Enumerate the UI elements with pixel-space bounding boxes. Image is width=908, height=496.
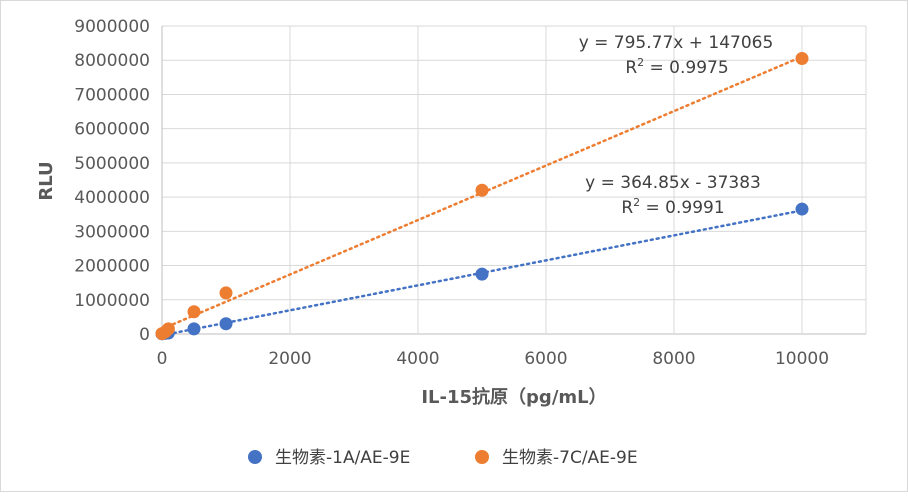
trendline-annotation-blue: y = 364.85x - 37383 R2 = 0.9991	[585, 173, 761, 218]
y-tick-label: 0	[139, 325, 150, 345]
data-point-series-1[interactable]	[187, 322, 201, 336]
x-axis-title: IL-15抗原（pg/mL）	[421, 386, 606, 408]
data-point-series-2[interactable]	[795, 52, 809, 66]
legend-item-series-2[interactable]: 生物素-7C/AE-9E	[475, 448, 638, 468]
r2-superscript-blue: 2	[633, 196, 640, 209]
grid-layer	[161, 25, 867, 335]
x-tick-label: 8000	[652, 349, 695, 369]
legend-marker-series-1	[248, 450, 262, 464]
x-tick-label: 6000	[524, 349, 567, 369]
r2-prefix-blue: R	[621, 198, 633, 218]
r2-superscript-orange: 2	[637, 56, 644, 69]
legend-label-series-2: 生物素-7C/AE-9E	[502, 448, 638, 468]
trendline-equation-blue: y = 364.85x - 37383	[585, 173, 761, 193]
x-tick-label: 0	[157, 349, 168, 369]
y-tick-label: 8000000	[74, 51, 150, 71]
x-tick-label: 2000	[268, 349, 311, 369]
data-point-series-2[interactable]	[161, 322, 175, 336]
data-point-series-1[interactable]	[219, 317, 233, 331]
data-point-series-1[interactable]	[475, 267, 489, 281]
data-point-series-2[interactable]	[219, 286, 233, 300]
tick-label-layer: 0 1000000 2000000 3000000 4000000 5000000 6000…	[74, 17, 829, 369]
x-tick-label: 4000	[396, 349, 439, 369]
legend-marker-series-2	[475, 450, 489, 464]
point-layer	[155, 52, 809, 341]
x-tick-label: 10000	[775, 349, 829, 369]
y-tick-label: 1000000	[74, 291, 150, 311]
y-axis-title: RLU	[36, 161, 57, 200]
r2-value-orange: = 0.9975	[644, 58, 729, 78]
trendline-r2-orange: R2 = 0.9975	[625, 56, 728, 78]
data-point-series-2[interactable]	[475, 183, 489, 197]
data-point-series-2[interactable]	[187, 305, 201, 319]
y-tick-label: 3000000	[74, 222, 150, 242]
trendline-annotation-orange: y = 795.77x + 147065 R2 = 0.9975	[579, 33, 774, 78]
y-tick-label: 2000000	[74, 257, 150, 277]
r2-prefix-orange: R	[625, 58, 637, 78]
trendline-r2-blue: R2 = 0.9991	[621, 196, 724, 218]
legend-item-series-1[interactable]: 生物素-1A/AE-9E	[248, 448, 410, 468]
trendline-equation-orange: y = 795.77x + 147065	[579, 33, 774, 53]
legend: 生物素-1A/AE-9E 生物素-7C/AE-9E	[248, 448, 638, 468]
data-point-series-1[interactable]	[795, 202, 809, 216]
y-tick-label: 4000000	[74, 188, 150, 208]
r2-value-blue: = 0.9991	[640, 198, 725, 218]
y-tick-label: 6000000	[74, 120, 150, 140]
y-tick-label: 7000000	[74, 85, 150, 105]
y-tick-label: 9000000	[74, 17, 150, 37]
legend-label-series-1: 生物素-1A/AE-9E	[275, 448, 410, 468]
y-tick-label: 5000000	[74, 154, 150, 174]
